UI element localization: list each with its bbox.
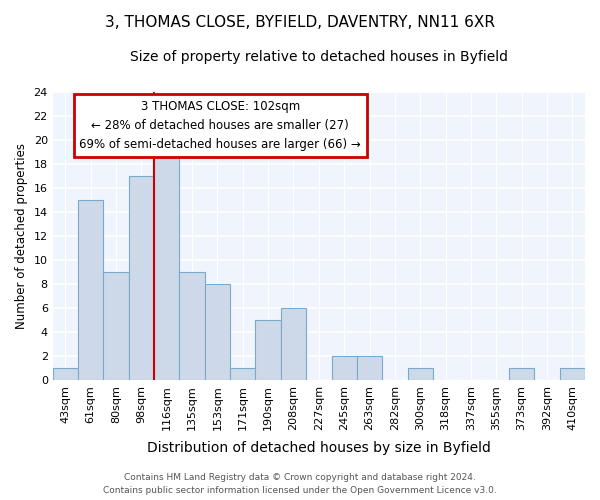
Bar — [154, 152, 179, 380]
Bar — [407, 368, 433, 380]
Text: Contains HM Land Registry data © Crown copyright and database right 2024.
Contai: Contains HM Land Registry data © Crown c… — [103, 474, 497, 495]
Y-axis label: Number of detached properties: Number of detached properties — [15, 142, 28, 328]
Text: 3 THOMAS CLOSE: 102sqm
← 28% of detached houses are smaller (27)
69% of semi-det: 3 THOMAS CLOSE: 102sqm ← 28% of detached… — [79, 100, 361, 151]
Bar — [509, 368, 535, 380]
Bar — [205, 284, 230, 380]
Bar — [332, 356, 357, 380]
Bar — [78, 200, 103, 380]
Bar — [560, 368, 585, 380]
Bar — [103, 272, 129, 380]
Bar — [256, 320, 281, 380]
Bar — [357, 356, 382, 380]
Text: 3, THOMAS CLOSE, BYFIELD, DAVENTRY, NN11 6XR: 3, THOMAS CLOSE, BYFIELD, DAVENTRY, NN11… — [105, 15, 495, 30]
Bar — [53, 368, 78, 380]
Bar — [281, 308, 306, 380]
Title: Size of property relative to detached houses in Byfield: Size of property relative to detached ho… — [130, 50, 508, 64]
Bar — [179, 272, 205, 380]
Bar — [129, 176, 154, 380]
X-axis label: Distribution of detached houses by size in Byfield: Distribution of detached houses by size … — [147, 441, 491, 455]
Bar — [230, 368, 256, 380]
